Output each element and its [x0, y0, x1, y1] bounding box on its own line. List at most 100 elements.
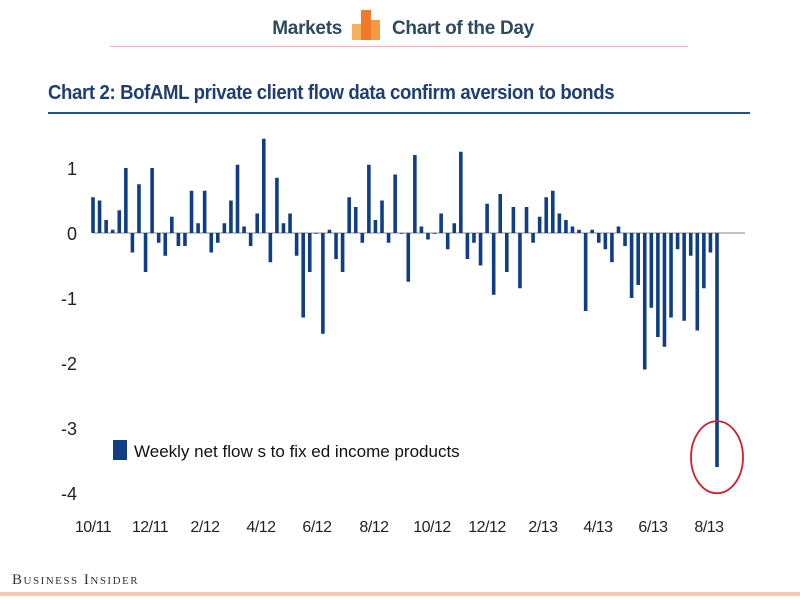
bar — [491, 233, 496, 295]
bar — [327, 229, 332, 233]
bar — [314, 233, 319, 234]
bar — [380, 200, 384, 233]
bar — [636, 233, 640, 285]
bar — [137, 184, 141, 233]
y-tick-label: -3 — [61, 419, 77, 439]
bar — [695, 233, 700, 331]
bar — [91, 197, 95, 233]
bar — [518, 233, 522, 289]
bar — [537, 216, 542, 233]
bar — [347, 197, 351, 233]
bar — [393, 174, 397, 233]
x-tick-label: 2/12 — [190, 519, 220, 536]
bar — [642, 233, 647, 370]
x-tick-label: 8/12 — [359, 519, 389, 536]
bar — [432, 233, 437, 234]
bar — [419, 226, 424, 233]
bar — [202, 190, 207, 233]
bar — [386, 233, 391, 243]
bar — [294, 233, 299, 256]
bar — [117, 210, 122, 233]
bar — [130, 233, 135, 253]
bar — [163, 233, 168, 256]
bar — [399, 233, 404, 234]
x-tick-label: 4/13 — [583, 519, 613, 536]
y-tick-label: 1 — [67, 159, 77, 179]
header: Markets Chart of the Day — [0, 10, 800, 46]
y-tick-label: -2 — [61, 354, 77, 374]
chart-of-the-day-label[interactable]: Chart of the Day — [392, 18, 534, 39]
bar — [708, 233, 713, 253]
header-divider — [110, 46, 688, 47]
bar — [557, 213, 562, 233]
bar — [669, 233, 673, 318]
bar — [229, 200, 233, 233]
x-tick-label: 6/12 — [302, 519, 332, 536]
bar — [682, 233, 686, 321]
legend-label: Weekly net flow s to fix ed income produ… — [134, 442, 460, 461]
bar — [216, 233, 220, 243]
bar — [209, 233, 214, 253]
bar — [649, 233, 654, 308]
bar — [413, 155, 417, 233]
bar — [235, 164, 240, 233]
bar — [340, 233, 345, 272]
bar — [656, 233, 660, 337]
bar — [196, 223, 200, 233]
bar — [577, 229, 581, 233]
bar — [511, 207, 516, 233]
x-tick-label: 12/11 — [132, 519, 169, 536]
footer-divider — [0, 592, 800, 596]
bar — [321, 233, 325, 334]
bar — [610, 233, 614, 263]
bar — [156, 233, 161, 243]
legend-swatch — [113, 440, 127, 460]
bar — [524, 207, 529, 233]
bar — [373, 220, 378, 233]
bar — [104, 220, 108, 233]
bar — [688, 233, 693, 256]
y-tick-label: 0 — [67, 224, 77, 244]
business-insider-logo: Business Insider — [12, 572, 140, 588]
x-tick-label: 4/12 — [246, 519, 276, 536]
y-tick-label: -4 — [61, 484, 77, 504]
bar — [675, 233, 680, 250]
bar — [367, 164, 371, 233]
x-tick-label: 6/13 — [638, 519, 668, 536]
bar — [603, 233, 608, 250]
bar — [478, 233, 483, 266]
y-tick-label: -1 — [61, 289, 77, 309]
bar — [715, 233, 719, 467]
markets-label[interactable]: Markets — [272, 18, 342, 39]
x-tick-label: 2/13 — [528, 519, 558, 536]
bar — [590, 229, 594, 233]
bar — [485, 203, 489, 233]
bar — [222, 223, 227, 233]
bar — [97, 200, 102, 233]
bar — [452, 223, 457, 233]
bar — [472, 233, 476, 243]
x-tick-label: 10/12 — [413, 519, 451, 536]
bar — [288, 213, 292, 233]
chart-of-the-day-logo-icon — [352, 10, 384, 40]
bar — [702, 233, 706, 289]
bar — [629, 233, 634, 298]
bar — [170, 216, 174, 233]
bar — [248, 233, 253, 246]
bar — [242, 226, 246, 233]
bar — [307, 233, 312, 272]
bar — [281, 223, 286, 233]
bar — [353, 207, 358, 233]
x-tick-label: 12/12 — [468, 519, 506, 536]
bar — [183, 233, 187, 246]
bar — [459, 151, 463, 233]
bar — [465, 233, 470, 259]
chart-title: Chart 2: BofAML private client flow data… — [48, 82, 615, 104]
bar — [275, 177, 279, 233]
x-tick-label: 8/13 — [694, 519, 724, 536]
bar — [616, 226, 621, 233]
bar — [268, 233, 273, 263]
bar — [544, 197, 549, 233]
title-divider — [48, 112, 750, 114]
bar — [360, 233, 365, 243]
